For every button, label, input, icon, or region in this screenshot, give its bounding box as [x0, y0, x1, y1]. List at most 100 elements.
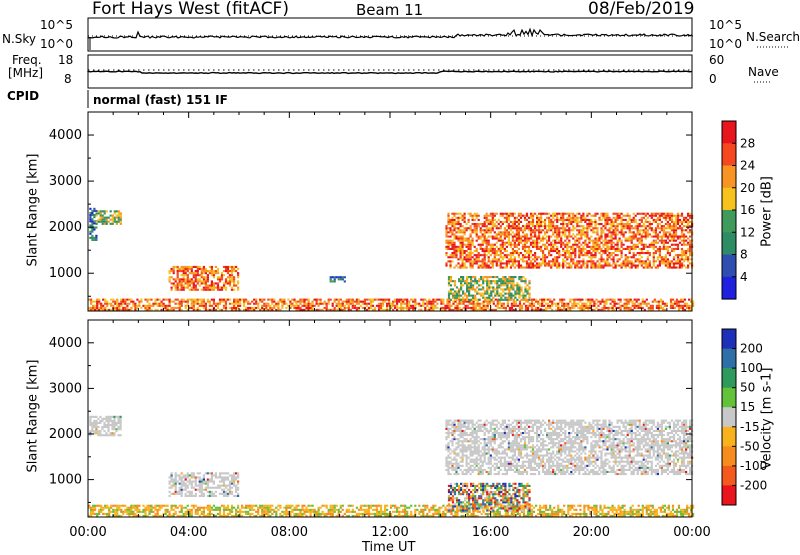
- range-gate-cell: [554, 213, 556, 215]
- range-gate-cell: [574, 227, 576, 229]
- range-gate-cell: [130, 507, 132, 509]
- range-gate-cell: [195, 276, 197, 278]
- range-gate-cell: [462, 244, 464, 246]
- range-gate-cell: [100, 303, 102, 305]
- range-gate-cell: [90, 513, 92, 515]
- range-gate-cell: [201, 483, 203, 485]
- range-gate-cell: [556, 219, 558, 221]
- range-gate-cell: [516, 238, 518, 240]
- range-gate-cell: [183, 301, 185, 303]
- range-gate-cell: [617, 233, 619, 235]
- range-gate-cell: [150, 507, 152, 509]
- range-gate-cell: [587, 299, 589, 301]
- range-gate-cell: [109, 420, 111, 422]
- range-gate-cell: [528, 217, 530, 219]
- range-gate-cell: [97, 426, 99, 428]
- range-gate-cell: [510, 244, 512, 246]
- range-gate-cell: [608, 219, 610, 221]
- range-gate-cell: [563, 299, 565, 301]
- range-gate-cell: [181, 481, 183, 483]
- range-gate-cell: [665, 233, 667, 235]
- range-gate-cell: [645, 219, 647, 221]
- range-gate-cell: [336, 305, 338, 307]
- range-gate-cell: [484, 267, 486, 269]
- range-gate-cell: [213, 509, 215, 511]
- range-gate-cell: [659, 246, 661, 248]
- range-gate-cell: [169, 476, 171, 478]
- range-gate-cell: [445, 233, 447, 235]
- range-gate-cell: [94, 507, 96, 509]
- range-gate-cell: [207, 491, 209, 493]
- range-gate-cell: [112, 301, 114, 303]
- range-gate-cell: [257, 303, 259, 305]
- range-gate-cell: [243, 511, 245, 513]
- range-gate-cell: [645, 262, 647, 264]
- range-gate-cell: [592, 227, 594, 229]
- range-gate-cell: [187, 266, 189, 268]
- range-gate-cell: [183, 485, 185, 487]
- range-gate-cell: [179, 285, 181, 287]
- range-gate-cell: [629, 217, 631, 219]
- range-gate-cell: [310, 307, 312, 309]
- range-gate-cell: [205, 287, 207, 289]
- range-gate-cell: [454, 295, 456, 297]
- range-gate-cell: [530, 213, 532, 215]
- range-gate-cell: [207, 301, 209, 303]
- range-gate-cell: [215, 282, 217, 284]
- range-gate-cell: [641, 242, 643, 244]
- range-gate-cell: [478, 267, 480, 269]
- range-gate-cell: [615, 213, 617, 215]
- range-gate-cell: [488, 229, 490, 231]
- range-gate-cell: [219, 299, 221, 301]
- range-gate-cell: [651, 227, 653, 229]
- range-gate-cell: [388, 299, 390, 301]
- range-gate-cell: [608, 248, 610, 250]
- range-gate-cell: [504, 254, 506, 256]
- range-gate-cell: [225, 485, 227, 487]
- range-gate-cell: [528, 280, 530, 282]
- range-gate-cell: [635, 219, 637, 221]
- range-gate-cell: [221, 472, 223, 474]
- range-gate-cell: [467, 305, 469, 307]
- range-gate-cell: [534, 231, 536, 233]
- range-gate-cell: [589, 303, 591, 305]
- range-gate-cell: [647, 267, 649, 269]
- range-gate-cell: [478, 293, 480, 295]
- range-gate-cell: [312, 511, 314, 513]
- range-gate-cell: [140, 301, 142, 303]
- range-gate-cell: [510, 280, 512, 282]
- range-gate-cell: [621, 219, 623, 221]
- range-gate-cell: [680, 307, 682, 309]
- range-gate-cell: [356, 299, 358, 301]
- range-gate-cell: [554, 236, 556, 238]
- range-gate-cell: [617, 229, 619, 231]
- range-gate-cell: [494, 276, 496, 278]
- range-gate-cell: [472, 267, 474, 269]
- range-gate-cell: [229, 509, 231, 511]
- range-gate-cell: [447, 217, 449, 219]
- range-gate-cell: [679, 238, 681, 240]
- range-gate-cell: [324, 307, 326, 309]
- range-gate-cell: [492, 248, 494, 250]
- range-gate-cell: [604, 238, 606, 240]
- range-gate-cell: [96, 212, 98, 214]
- range-gate-cell: [671, 248, 673, 250]
- range-gate-cell: [615, 229, 617, 231]
- range-gate-cell: [524, 295, 526, 297]
- range-gate-cell: [657, 258, 659, 260]
- range-gate-cell: [462, 260, 464, 262]
- range-gate-cell: [110, 210, 112, 212]
- range-gate-cell: [513, 301, 515, 303]
- range-gate-cell: [623, 231, 625, 233]
- range-gate-cell: [596, 246, 598, 248]
- range-gate-cell: [572, 213, 574, 215]
- range-gate-cell: [181, 511, 183, 513]
- range-gate-cell: [105, 418, 107, 420]
- range-gate-cell: [602, 246, 604, 248]
- range-gate-cell: [289, 303, 291, 305]
- range-gate-cell: [177, 289, 179, 291]
- range-gate-cell: [229, 303, 231, 305]
- range-gate-cell: [243, 305, 245, 307]
- range-gate-cell: [370, 305, 372, 307]
- range-gate-cell: [606, 221, 608, 223]
